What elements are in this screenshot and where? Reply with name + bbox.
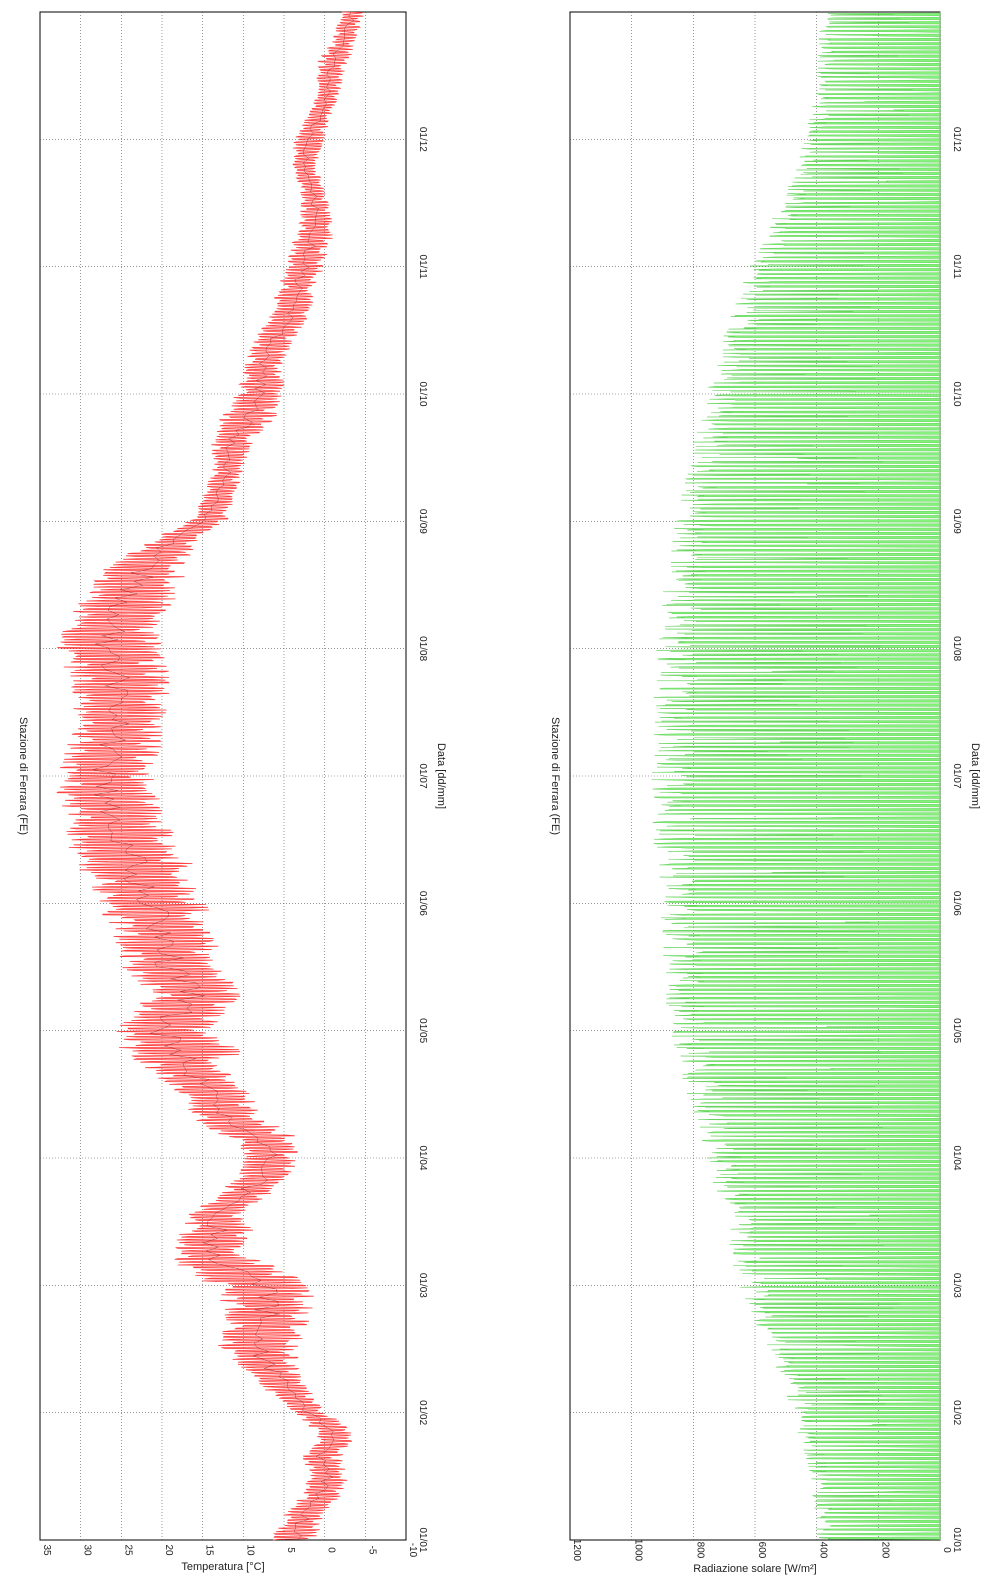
radiation-y-tick-label: 800 xyxy=(694,1542,705,1559)
temperature-x-tick-label: 01/05 xyxy=(417,1018,428,1043)
radiation-x-tick-label: 01/03 xyxy=(951,1273,962,1298)
temperature-y-tick-label: 0 xyxy=(326,1547,337,1553)
temperature-x-tick-label: 01/06 xyxy=(417,891,428,916)
temperature-x-tick-label: 01/02 xyxy=(417,1400,428,1425)
temperature-x-tick-label: 01/08 xyxy=(417,636,428,661)
radiation-x-tick-label: 01/06 xyxy=(951,891,962,916)
temperature-chart: -10 -5 0 5 10 15 20 25 30 35 01/01 01/02 01/03 01/04… xyxy=(17,11,447,1573)
temperature-y-ticks: -10 -5 0 5 10 15 20 25 30 35 xyxy=(41,1543,418,1558)
radiation-y-tick-label: 1000 xyxy=(633,1539,644,1562)
radiation-y-tick-label: 1200 xyxy=(571,1539,582,1562)
radiation-series xyxy=(651,12,941,1540)
temperature-y-tick-label: 5 xyxy=(285,1547,296,1553)
radiation-x-tick-label: 01/07 xyxy=(951,763,962,788)
temperature-y-tick-label: 30 xyxy=(82,1544,93,1556)
radiation-y-ticks: 0 200 400 600 800 1000 1200 xyxy=(571,1539,952,1562)
temperature-x-tick-label: 01/03 xyxy=(417,1273,428,1298)
radiation-y-tick-label: 0 xyxy=(941,1547,952,1553)
radiation-y-tick-label: 400 xyxy=(818,1542,829,1559)
temperature-mean-line xyxy=(92,11,355,1541)
temperature-y-tick-label: -5 xyxy=(366,1546,377,1555)
temperature-y-axis-label: Temperatura [°C] xyxy=(181,1561,264,1573)
temperature-x-tick-label: 01/04 xyxy=(417,1145,428,1170)
radiation-x-tick-label: 01/01 xyxy=(951,1527,962,1552)
temperature-y-tick-label: 35 xyxy=(41,1544,52,1556)
temperature-x-tick-label: 01/01 xyxy=(417,1527,428,1552)
radiation-y-tick-label: 200 xyxy=(879,1542,890,1559)
temperature-x-tick-label: 01/11 xyxy=(417,255,428,280)
radiation-x-tick-label: 01/10 xyxy=(951,381,962,406)
temperature-line xyxy=(56,11,364,1541)
temperature-y-tick-label: 20 xyxy=(163,1544,174,1556)
temperature-chart-title: Stazione di Ferrara (FE) xyxy=(17,717,29,835)
radiation-x-ticks: 01/01 01/02 01/03 01/04 01/05 01/06 01/07 01/08… xyxy=(951,127,962,1553)
radiation-x-tick-label: 01/05 xyxy=(951,1018,962,1043)
temperature-series xyxy=(56,11,364,1541)
radiation-y-tick-label: 600 xyxy=(756,1542,767,1559)
radiation-x-tick-label: 01/11 xyxy=(951,255,962,280)
temperature-y-tick-label: 15 xyxy=(204,1544,215,1556)
radiation-x-tick-label: 01/04 xyxy=(951,1145,962,1170)
radiation-chart-title: Stazione di Ferrara (FE) xyxy=(549,717,561,835)
radiation-x-tick-label: 01/02 xyxy=(951,1400,962,1425)
temperature-x-tick-label: 01/10 xyxy=(417,381,428,406)
temperature-x-tick-label: 01/12 xyxy=(417,127,428,152)
radiation-x-tick-label: 01/12 xyxy=(951,127,962,152)
temperature-y-tick-label: -10 xyxy=(407,1543,418,1558)
temperature-y-tick-label: 25 xyxy=(122,1544,133,1556)
radiation-x-axis-label: Data [dd/mm] xyxy=(969,743,981,809)
radiation-x-tick-label: 01/09 xyxy=(951,509,962,534)
radiation-y-axis-label: Radiazione solare [W/m²] xyxy=(693,1563,817,1575)
radiation-x-tick-label: 01/08 xyxy=(951,636,962,661)
temperature-x-tick-label: 01/09 xyxy=(417,509,428,534)
temperature-x-ticks: 01/01 01/02 01/03 01/04 01/05 01/06 01/07 01/08… xyxy=(417,127,428,1553)
radiation-area xyxy=(651,12,941,1540)
temperature-y-tick-label: 10 xyxy=(244,1544,255,1556)
temperature-x-tick-label: 01/07 xyxy=(417,763,428,788)
temperature-x-axis-label: Data [dd/mm] xyxy=(435,743,447,809)
